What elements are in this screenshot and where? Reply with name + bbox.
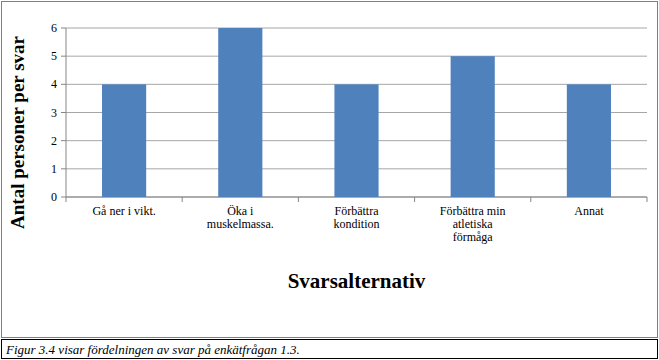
y-axis — [66, 28, 67, 197]
x-tick — [530, 197, 531, 202]
x-tick — [182, 197, 183, 202]
y-tick — [61, 112, 66, 113]
bar — [451, 56, 495, 197]
x-tick-label-line: Annat — [574, 204, 604, 218]
y-tick-label: 1 — [51, 162, 57, 176]
chart-root: 0 1 2 3 4 5 6 Gå ner i vikt. Öka imuskelmassa. Fö… — [0, 0, 659, 360]
x-tick-label-line: Förbättra — [335, 204, 380, 218]
y-tick — [61, 197, 66, 198]
x-tick — [66, 197, 67, 202]
bar — [218, 28, 262, 197]
y-tick-label: 2 — [51, 134, 57, 148]
y-tick — [61, 28, 66, 29]
y-axis-title: Antal personer per svar — [7, 35, 28, 229]
y-tick — [61, 84, 66, 85]
x-tick-label: Förbättrakondition — [333, 204, 379, 231]
bar — [334, 84, 378, 197]
x-tick-label-line: Förbättra min — [440, 204, 506, 218]
x-tick-label-line: Gå ner i vikt. — [92, 204, 155, 218]
x-tick-label-line: muskelmassa. — [207, 217, 274, 231]
bar — [102, 84, 146, 197]
y-tick-label: 5 — [51, 49, 57, 63]
y-tick — [61, 168, 66, 169]
bar — [567, 84, 611, 197]
x-tick — [647, 197, 648, 202]
y-tick-label: 0 — [51, 190, 57, 204]
grid-line — [66, 28, 647, 29]
caption-frame — [2, 340, 658, 359]
bars — [102, 28, 611, 197]
x-axis-title: Svarsalternativ — [288, 269, 426, 293]
x-tick-label-line: förmåga — [453, 230, 494, 244]
chart-frame — [2, 2, 658, 338]
x-tick-label: Gå ner i vikt. — [92, 204, 155, 218]
x-tick-label: Annat — [574, 204, 604, 218]
y-tick — [61, 56, 66, 57]
x-tick-label-line: atletiska — [453, 217, 494, 231]
x-tick-label: Öka imuskelmassa. — [207, 204, 274, 231]
y-tick-label: 3 — [51, 106, 57, 120]
caption: Figur 3.4 visar fördelningen av svar på … — [5, 342, 300, 357]
x-tick-label-line: Öka i — [227, 204, 254, 218]
x-tick-label-line: kondition — [333, 217, 379, 231]
y-tick-label: 4 — [51, 77, 57, 91]
y-tick-label: 6 — [51, 21, 57, 35]
grid-line — [66, 56, 647, 57]
y-tick — [61, 140, 66, 141]
x-tick-label: Förbättra minatletiskaförmåga — [440, 204, 506, 244]
x-tick — [414, 197, 415, 202]
x-tick — [298, 197, 299, 202]
